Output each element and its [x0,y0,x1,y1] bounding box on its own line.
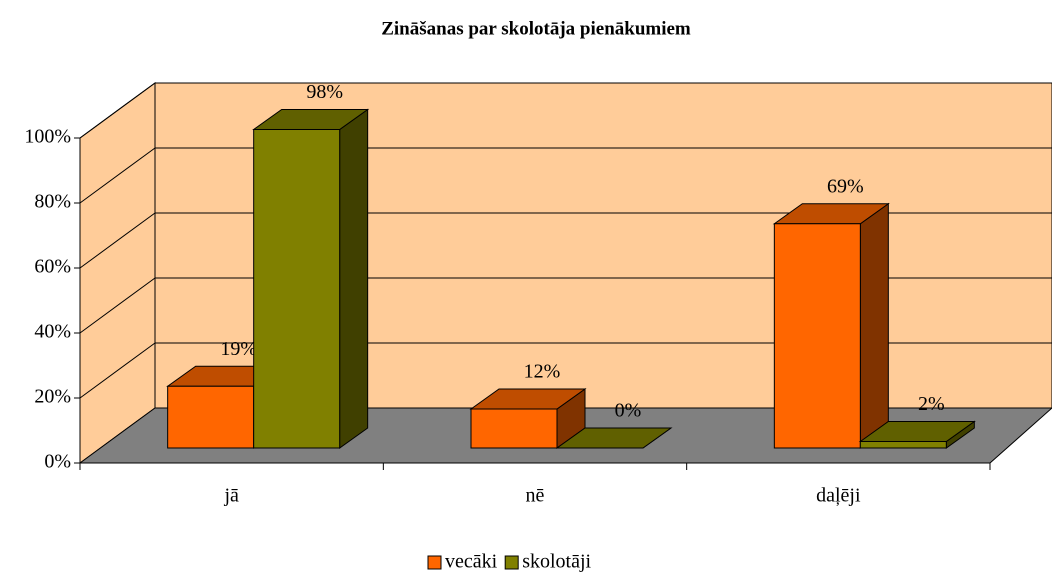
grid-line [79,147,156,204]
bar [167,385,255,449]
bar [859,441,947,449]
y-tick-label: 20% [34,386,71,408]
bar [253,129,341,449]
grid-line [79,212,156,269]
x-tick-label: jā [223,485,239,507]
bar-side [859,202,889,449]
bar-top [555,427,673,449]
data-label: 19% [220,338,257,360]
x-tick-label: daļēji [816,485,861,507]
legend-label: vecāki [445,551,498,573]
y-tick-label: 100% [24,126,71,148]
legend-label: skolotāji [522,551,591,573]
legend-swatch [427,555,442,570]
y-tick-label: 60% [34,256,71,278]
legend-swatch [504,555,519,570]
left-wall [79,82,156,464]
grid-line [79,277,156,334]
y-tick-label: 80% [34,191,71,213]
chart-title: Zināšanas par skolotāja pienākumiem [381,18,691,39]
data-label: 0% [615,400,642,422]
bar-side [339,108,369,449]
grid-line [79,342,156,399]
data-label: 69% [827,175,864,197]
bar [773,223,861,449]
data-label: 2% [918,393,945,415]
grid-line [79,82,156,139]
x-tick-label: nē [526,485,545,507]
bar [470,408,558,449]
data-label: 98% [306,81,343,103]
data-label: 12% [524,361,561,383]
y-tick-label: 0% [44,451,71,473]
y-tick-label: 40% [34,321,71,343]
